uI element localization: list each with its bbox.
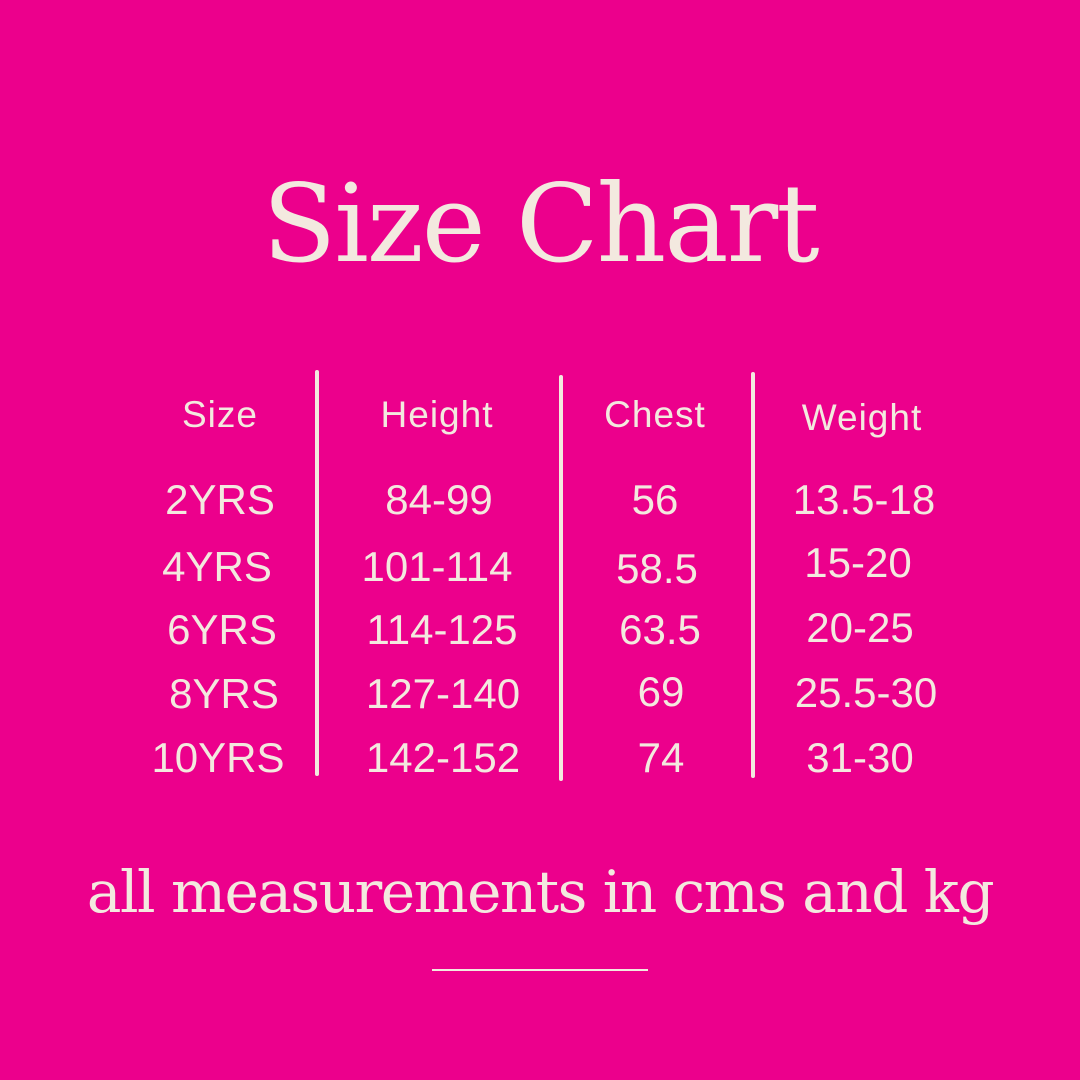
table-cell-size: 10YRS [151, 734, 285, 781]
table-cell-height: 101-114 [361, 543, 513, 590]
column-header-weight: Weight [801, 397, 923, 438]
column-divider [751, 372, 755, 778]
table-cell-weight: 25.5-30 [794, 669, 938, 716]
underline-divider [432, 969, 648, 971]
table-cell-weight: 20-25 [806, 604, 914, 651]
column-header-chest: Chest [604, 394, 706, 435]
column-divider [559, 375, 563, 781]
table-cell-chest: 56 [631, 476, 679, 523]
table-cell-size: 6YRS [167, 606, 277, 653]
table-cell-size: 2YRS [165, 476, 275, 523]
column-header-size: Size [182, 394, 258, 435]
column-divider [315, 370, 319, 776]
table-cell-weight: 15-20 [804, 539, 912, 586]
table-cell-chest: 69 [637, 668, 685, 715]
measurement-note: all measurements in cms and kg [86, 858, 995, 926]
column-header-height: Height [380, 394, 494, 435]
table-cell-weight: 31-30 [806, 734, 914, 781]
table-cell-chest: 74 [637, 734, 685, 781]
table-cell-height: 142-152 [365, 734, 521, 781]
table-cell-size: 8YRS [169, 670, 279, 717]
page-title: Size Chart [262, 162, 819, 287]
table-cell-chest: 58.5 [616, 545, 698, 592]
table-cell-chest: 63.5 [619, 606, 701, 653]
table-cell-height: 84-99 [385, 476, 493, 523]
table-cell-height: 127-140 [365, 670, 521, 717]
table-cell-size: 4YRS [162, 543, 272, 590]
table-cell-weight: 13.5-18 [792, 476, 936, 523]
table-cell-height: 114-125 [366, 606, 518, 653]
